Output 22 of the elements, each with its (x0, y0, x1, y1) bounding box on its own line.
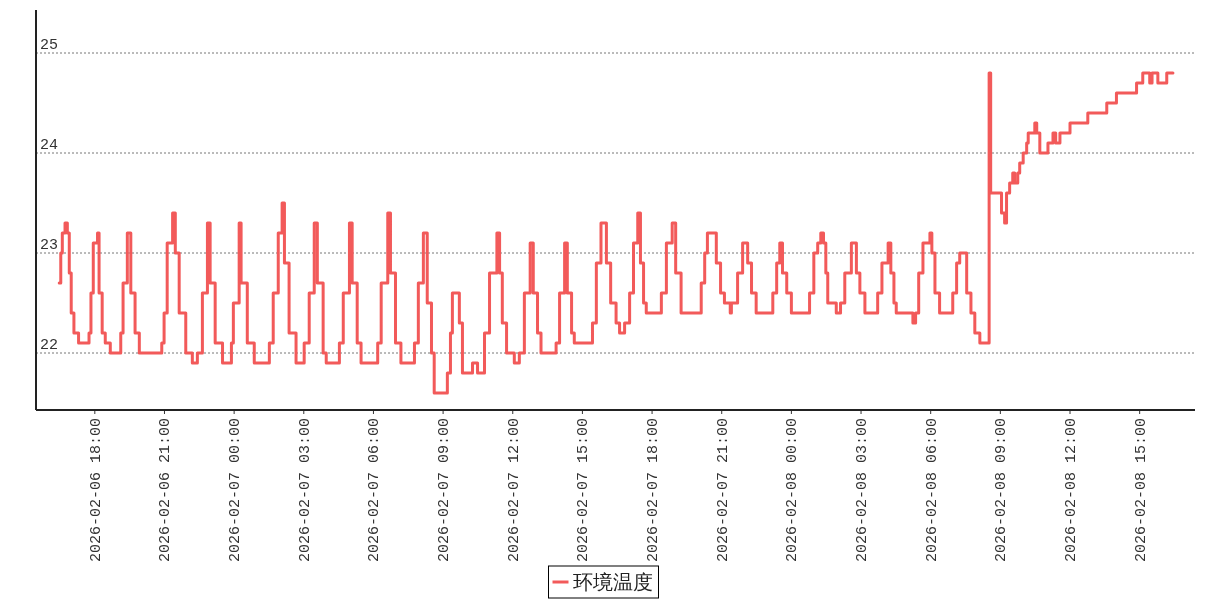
x-tick-label: 2026-02-07 09:00 (436, 418, 454, 563)
legend-label: 环境温度 (572, 570, 653, 594)
x-tick-label: 2026-02-07 21:00 (714, 418, 732, 563)
x-tick-label: 2026-02-07 00:00 (227, 418, 245, 563)
x-tick-label: 2026-02-08 06:00 (923, 418, 941, 563)
x-tick-label: 2026-02-07 15:00 (575, 418, 593, 563)
x-tick-label: 2026-02-07 18:00 (645, 418, 663, 563)
y-tick-label: 24 (40, 137, 59, 154)
x-tick-label: 2026-02-07 12:00 (505, 418, 523, 563)
x-tick-label: 2026-02-08 12:00 (1063, 418, 1081, 563)
x-tick-label: 2026-02-07 03:00 (296, 418, 314, 563)
y-tick-label: 22 (40, 337, 59, 354)
legend: 环境温度 (548, 565, 659, 599)
x-tick-label: 2026-02-08 15:00 (1132, 418, 1150, 563)
x-tick-label: 2026-02-06 21:00 (157, 418, 175, 563)
x-tick-label: 2026-02-08 00:00 (784, 418, 802, 563)
x-tick-label: 2026-02-08 09:00 (993, 418, 1011, 563)
x-tick-label: 2026-02-08 03:00 (854, 418, 872, 563)
x-tick-label: 2026-02-07 06:00 (366, 418, 384, 563)
y-tick-label: 25 (40, 37, 59, 54)
y-tick-label: 23 (40, 237, 59, 254)
x-tick-label: 2026-02-06 18:00 (87, 418, 105, 563)
